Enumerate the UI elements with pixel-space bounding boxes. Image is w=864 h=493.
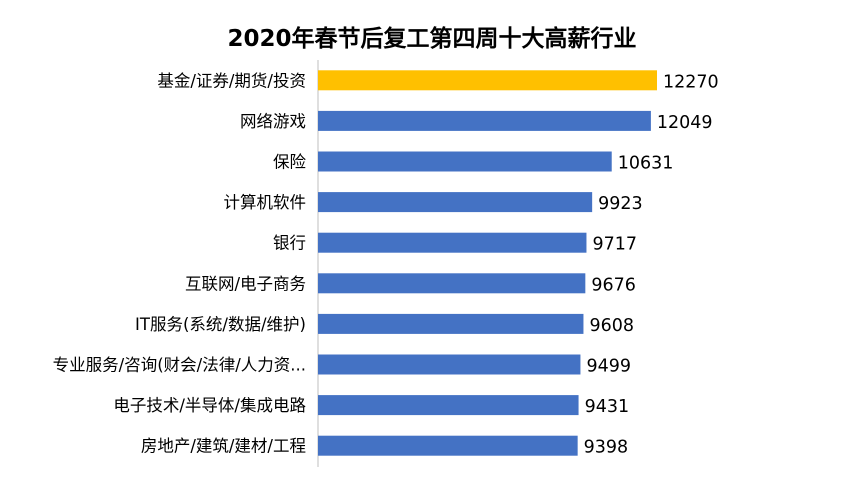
category-label-5: 互联网/电子商务 [185,274,306,293]
bar-9 [318,435,578,456]
bar-5 [318,273,586,294]
category-label-9: 房地产/建筑/建材/工程 [141,437,306,456]
value-label-2: 10631 [618,154,674,174]
value-labels-group: 12270 12049 10631 9923 9717 9676 9608 9499 9431 9… [584,72,719,457]
value-label-6: 9608 [589,316,634,336]
value-label-9: 9398 [584,438,629,458]
category-label-8: 电子技术/半导体/集成电路 [113,396,306,415]
category-label-4: 银行 [273,234,306,253]
category-label-6: IT服务(系统/数据/维护) [135,315,306,334]
bar-4 [318,232,587,253]
bar-7 [318,354,581,375]
bar-0 [318,70,657,91]
value-label-4: 9717 [592,235,637,255]
category-label-3: 计算机软件 [224,193,307,212]
value-label-3: 9923 [598,194,643,214]
value-label-0: 12270 [663,72,719,92]
chart-title: 2020年春节后复工第四周十大高薪行业 [227,25,636,52]
bar-2 [318,151,612,172]
category-label-2: 保险 [273,153,307,172]
bar-8 [318,395,579,416]
value-label-8: 9431 [585,397,630,417]
bars-group [318,70,657,456]
category-label-0: 基金/证券/期货/投资 [157,71,306,90]
bar-1 [318,110,651,131]
value-label-1: 12049 [657,113,713,133]
category-label-1: 网络游戏 [240,112,306,131]
value-label-5: 9676 [591,275,636,295]
category-label-7: 专业服务/咨询(财会/法律/人力资... [53,356,306,375]
value-label-7: 9499 [586,357,631,377]
bar-6 [318,313,584,334]
bar-3 [318,192,593,213]
